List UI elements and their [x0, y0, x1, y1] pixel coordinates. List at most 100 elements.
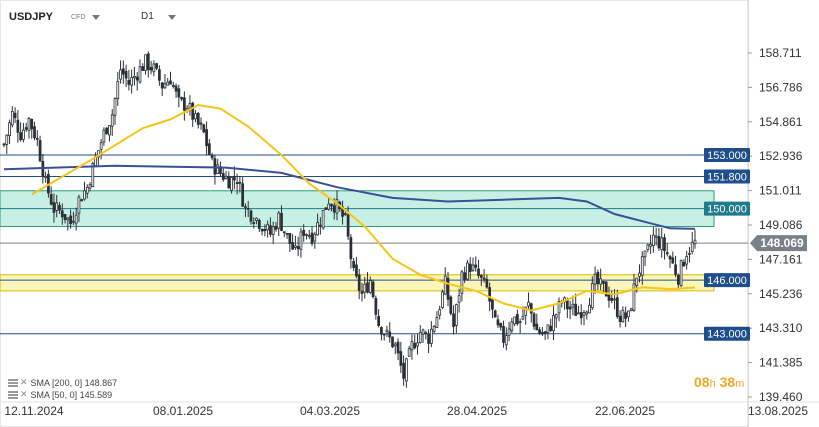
- candle-body: [682, 261, 686, 267]
- drag-handle-icon[interactable]: [8, 378, 18, 387]
- timer-hours-unit: h: [709, 378, 716, 390]
- candle-body: [149, 67, 153, 71]
- candle-body: [88, 184, 92, 189]
- current-price-tag: [750, 235, 807, 252]
- candle-body: [202, 124, 206, 133]
- candle-body: [438, 309, 442, 316]
- candle-body: [482, 277, 486, 280]
- candle-body: [418, 332, 422, 344]
- candle-body: [610, 297, 614, 301]
- candle-body: [35, 137, 39, 140]
- close-icon[interactable]: ✕: [20, 389, 28, 399]
- candle-body: [588, 304, 591, 314]
- candle-body: [391, 336, 394, 348]
- candle-body: [44, 175, 47, 178]
- instrument-type: CFD: [71, 14, 86, 21]
- candle-body: [488, 287, 492, 302]
- x-tick-label: 04.03.2025: [300, 404, 360, 418]
- candle-body: [124, 71, 128, 79]
- candle-body: [302, 229, 306, 236]
- candle-body: [263, 228, 267, 232]
- candle-body: [565, 300, 569, 310]
- candle-body: [119, 69, 122, 80]
- candle-body: [72, 220, 75, 223]
- candle-body: [452, 313, 455, 327]
- candle-body: [221, 173, 225, 180]
- candle-body: [496, 319, 500, 326]
- candle-body: [133, 75, 136, 79]
- candle-body: [665, 252, 669, 255]
- candle-body: [380, 327, 383, 335]
- candle-body: [491, 298, 494, 310]
- candle-body: [429, 328, 433, 344]
- legend-sma50[interactable]: ✕ SMA [50, 0] 145.589: [8, 389, 112, 400]
- candle-body: [5, 134, 9, 145]
- candle-body: [393, 343, 397, 347]
- candle-body: [474, 264, 478, 268]
- candle-body: [629, 308, 633, 311]
- drag-handle-icon[interactable]: [8, 390, 18, 399]
- candle-body: [543, 331, 547, 334]
- y-tick-label: 141.385: [759, 356, 803, 370]
- candle-body: [460, 271, 464, 294]
- candle-body: [402, 362, 405, 379]
- timeframe[interactable]: D1: [141, 11, 154, 22]
- candle-body: [446, 277, 450, 300]
- candle-body: [363, 283, 367, 293]
- candle-body: [316, 222, 319, 236]
- level-label: 143.000: [707, 329, 747, 341]
- candle-body: [405, 358, 408, 382]
- candle-body: [19, 132, 23, 141]
- sma50-line: [31, 103, 696, 312]
- candle-body: [271, 226, 275, 236]
- candle-body: [421, 329, 425, 335]
- candle-body: [638, 272, 641, 277]
- candle-body: [557, 301, 561, 314]
- candle-body: [518, 321, 522, 324]
- moving-averages: [3, 103, 696, 312]
- candle-body: [280, 212, 283, 231]
- candle-body: [171, 84, 175, 87]
- candle-body: [368, 280, 372, 293]
- candle-body: [91, 163, 95, 188]
- candle-body: [349, 237, 353, 260]
- candle-body: [144, 54, 147, 71]
- candle-body: [207, 143, 211, 156]
- candle-body: [343, 213, 347, 216]
- candle-body: [355, 264, 358, 277]
- candle-body: [479, 274, 483, 278]
- candle-body: [504, 335, 508, 346]
- candle-body: [16, 119, 20, 133]
- candle-body: [521, 315, 525, 320]
- candle-body: [299, 231, 303, 250]
- close-icon[interactable]: ✕: [20, 377, 28, 387]
- candle-body: [282, 231, 286, 234]
- legend-sma200[interactable]: ✕ SMA [200, 0] 148.867: [8, 377, 117, 388]
- candle-body: [407, 348, 411, 357]
- candle-body: [274, 226, 278, 230]
- candle-body: [535, 323, 539, 331]
- timer-hours: 08: [694, 374, 710, 390]
- candle-body: [663, 237, 666, 252]
- timeframe-dropdown-icon[interactable]: [168, 15, 176, 20]
- candle-body: [38, 140, 42, 162]
- candle-body: [99, 142, 103, 150]
- symbol-name[interactable]: USDJPY: [9, 11, 54, 23]
- candle-body: [224, 175, 228, 179]
- y-tick-label: 143.310: [759, 321, 803, 335]
- candle-body: [188, 103, 192, 109]
- level-labels: 153.000 151.800 150.000 146.000 143.000 148.0…: [704, 148, 807, 341]
- symbol-dropdown-icon[interactable]: [92, 15, 100, 20]
- candle-body: [527, 301, 530, 307]
- candle-body: [477, 268, 480, 276]
- candle-body: [352, 260, 356, 268]
- candle-body: [169, 80, 172, 85]
- candle-body: [108, 125, 111, 136]
- candle-body: [657, 236, 661, 249]
- candle-body: [241, 183, 245, 207]
- candle-body: [532, 313, 536, 327]
- candle-body: [538, 329, 541, 334]
- candle-body: [2, 143, 6, 146]
- candle-body: [327, 203, 331, 210]
